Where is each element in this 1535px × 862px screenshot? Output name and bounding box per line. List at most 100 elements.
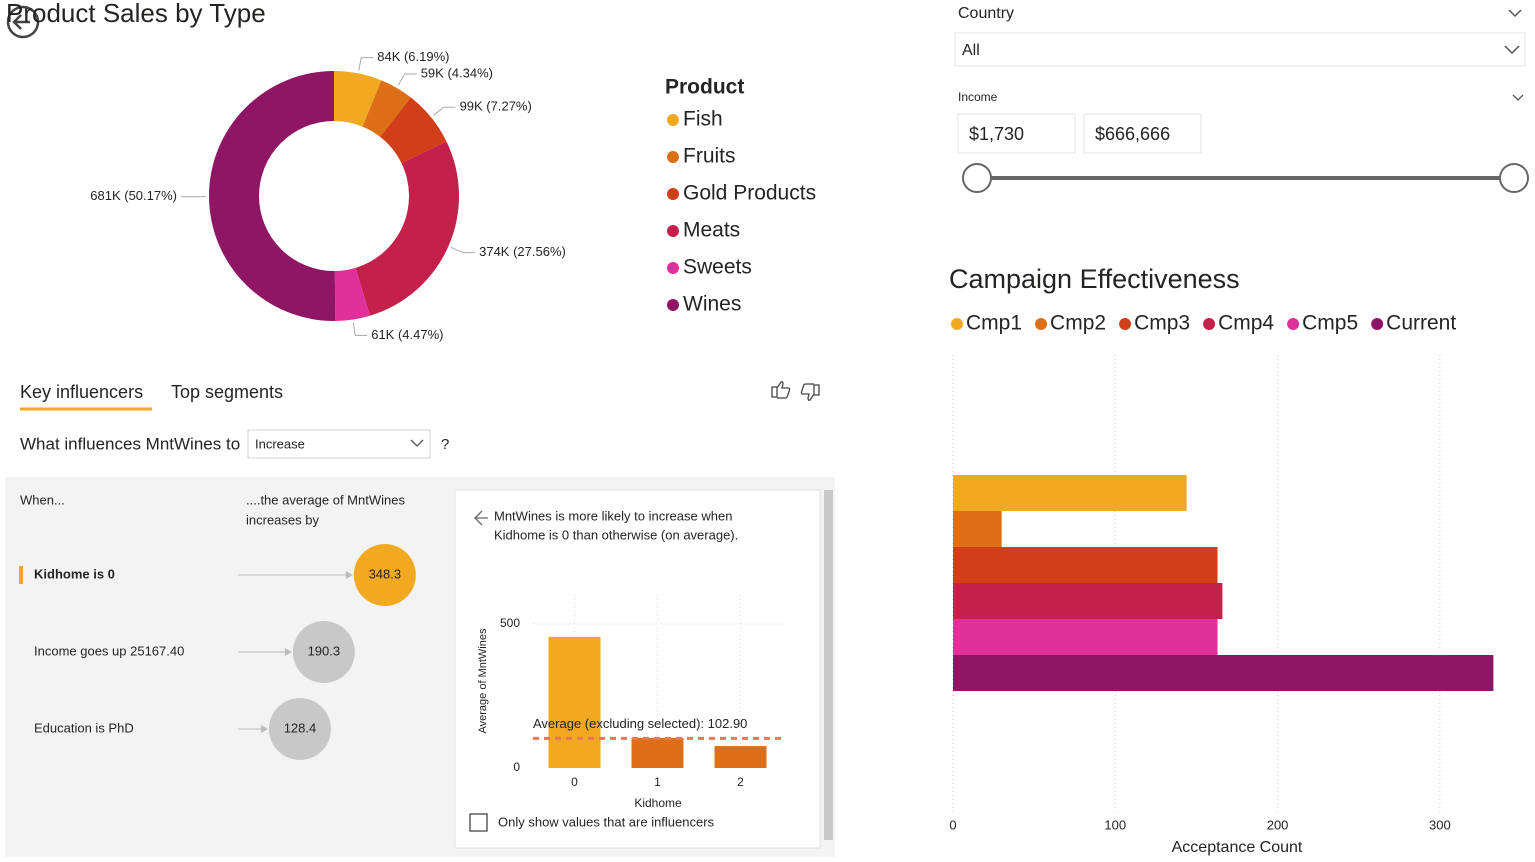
influencer-value: 190.3 — [308, 643, 341, 658]
scrollbar[interactable] — [824, 490, 833, 840]
legend-marker — [951, 318, 963, 330]
influencer-value: 128.4 — [284, 720, 317, 735]
income-max-input[interactable] — [1083, 113, 1202, 154]
data-label: 681K (50.17%) — [90, 188, 177, 203]
x-tick-label: 0 — [949, 817, 956, 832]
donut-slice — [209, 71, 336, 321]
y-axis-title: Average of MntWines — [477, 628, 489, 733]
leader-line — [433, 106, 456, 116]
influencer-bubble — [292, 621, 355, 683]
legend-marker — [667, 151, 679, 163]
arrow-head — [260, 725, 268, 733]
legend-marker — [667, 262, 679, 274]
x-tick-label: 300 — [1429, 817, 1451, 832]
legend-label: Fruits — [683, 145, 736, 168]
bar — [953, 511, 1002, 547]
leader-line — [397, 73, 417, 86]
income-min: $1,730 — [969, 124, 1024, 144]
legend-label: Cmp3 — [1134, 312, 1190, 335]
data-label: 61K (4.47%) — [371, 327, 443, 342]
column-header: ....the average of MntWines — [246, 492, 405, 507]
donut-slice — [380, 97, 447, 164]
back-arrow[interactable] — [474, 510, 488, 526]
checkbox-label: Only show values that are influencers — [498, 814, 715, 829]
leader-line — [451, 246, 476, 254]
x-axis-title: Acceptance Count — [1172, 839, 1303, 856]
y-tick-label: 500 — [500, 616, 520, 630]
detail-text: MntWines is more likely to increase when — [494, 508, 732, 523]
legend-marker — [1203, 318, 1216, 330]
legend-marker — [1035, 318, 1048, 330]
detail-text: Kidhome is 0 than otherwise (on average)… — [494, 527, 738, 542]
legend-label: Cmp2 — [1050, 312, 1106, 335]
x-tick-label: 1 — [654, 775, 661, 789]
x-tick-label: 200 — [1267, 817, 1289, 832]
chevron[interactable] — [1512, 94, 1524, 101]
slider-handle[interactable] — [1499, 163, 1529, 193]
legend-label: Current — [1386, 312, 1456, 335]
income-min-input[interactable] — [957, 113, 1076, 154]
legend-label: Cmp4 — [1218, 312, 1274, 335]
bar — [548, 636, 601, 768]
bar — [953, 619, 1218, 655]
donut-slice — [334, 71, 382, 127]
filter-label: Country — [958, 5, 1014, 22]
y-tick-label: 0 — [513, 760, 520, 774]
bar — [631, 738, 684, 768]
column-header: When... — [20, 492, 65, 507]
back-button[interactable] — [6, 5, 40, 39]
data-label: 99K (7.27%) — [460, 99, 532, 114]
legend-marker — [667, 114, 679, 126]
question: What influences MntWines to — [20, 434, 240, 453]
legend-marker — [1119, 318, 1132, 330]
tab[interactable]: Key influencers — [20, 382, 143, 402]
tab[interactable]: Top segments — [171, 382, 283, 402]
dropdown-value: Increase — [255, 436, 305, 451]
feedback-icons[interactable] — [771, 381, 820, 401]
filter-label: Income — [958, 90, 998, 104]
influencer-bubble — [353, 544, 416, 606]
chevron[interactable] — [1508, 9, 1522, 18]
donut-slice — [362, 80, 411, 137]
influencer-label: Kidhome is 0 — [34, 566, 115, 581]
selection-bar — [19, 566, 23, 584]
legend-label: Wines — [683, 293, 741, 316]
bar — [714, 746, 767, 768]
legend-marker — [1287, 318, 1300, 330]
legend-label: Gold Products — [683, 182, 816, 205]
country-dropdown[interactable] — [954, 32, 1526, 67]
reference-label: Average (excluding selected): 102.90 — [533, 716, 747, 731]
bar — [953, 547, 1218, 583]
x-tick-label: 2 — [737, 775, 744, 789]
leader-line — [358, 57, 374, 71]
data-label: 59K (4.34%) — [421, 65, 493, 80]
bar — [953, 583, 1223, 619]
legend-label: Cmp5 — [1302, 312, 1358, 335]
leader-line — [352, 322, 368, 336]
donut-slice — [355, 141, 460, 316]
legend-marker — [667, 188, 679, 200]
data-label: 374K (27.56%) — [479, 244, 566, 259]
x-tick-label: 100 — [1104, 817, 1126, 832]
checkbox[interactable] — [469, 813, 488, 832]
chart-title: Product Sales by Type — [6, 0, 266, 28]
donut-slice — [334, 267, 370, 321]
column-header: increases by — [246, 512, 319, 527]
x-tick-label: 0 — [571, 775, 578, 789]
legend-marker — [667, 225, 679, 237]
legend-marker — [1371, 318, 1384, 330]
chevron[interactable] — [1504, 45, 1520, 55]
dropdown-value: All — [962, 42, 980, 59]
slider-handle[interactable] — [962, 163, 992, 193]
dropdown[interactable] — [247, 429, 431, 459]
influencer-label: Education is PhD — [34, 720, 134, 735]
data-label: 84K (6.19%) — [377, 49, 449, 64]
legend-label: Fish — [683, 108, 723, 131]
help[interactable]: ? — [441, 436, 449, 453]
chevron[interactable] — [410, 439, 424, 447]
chart-title: Campaign Effectiveness — [949, 264, 1240, 294]
legend-label: Cmp1 — [966, 312, 1022, 335]
influencer-value: 348.3 — [369, 566, 402, 581]
